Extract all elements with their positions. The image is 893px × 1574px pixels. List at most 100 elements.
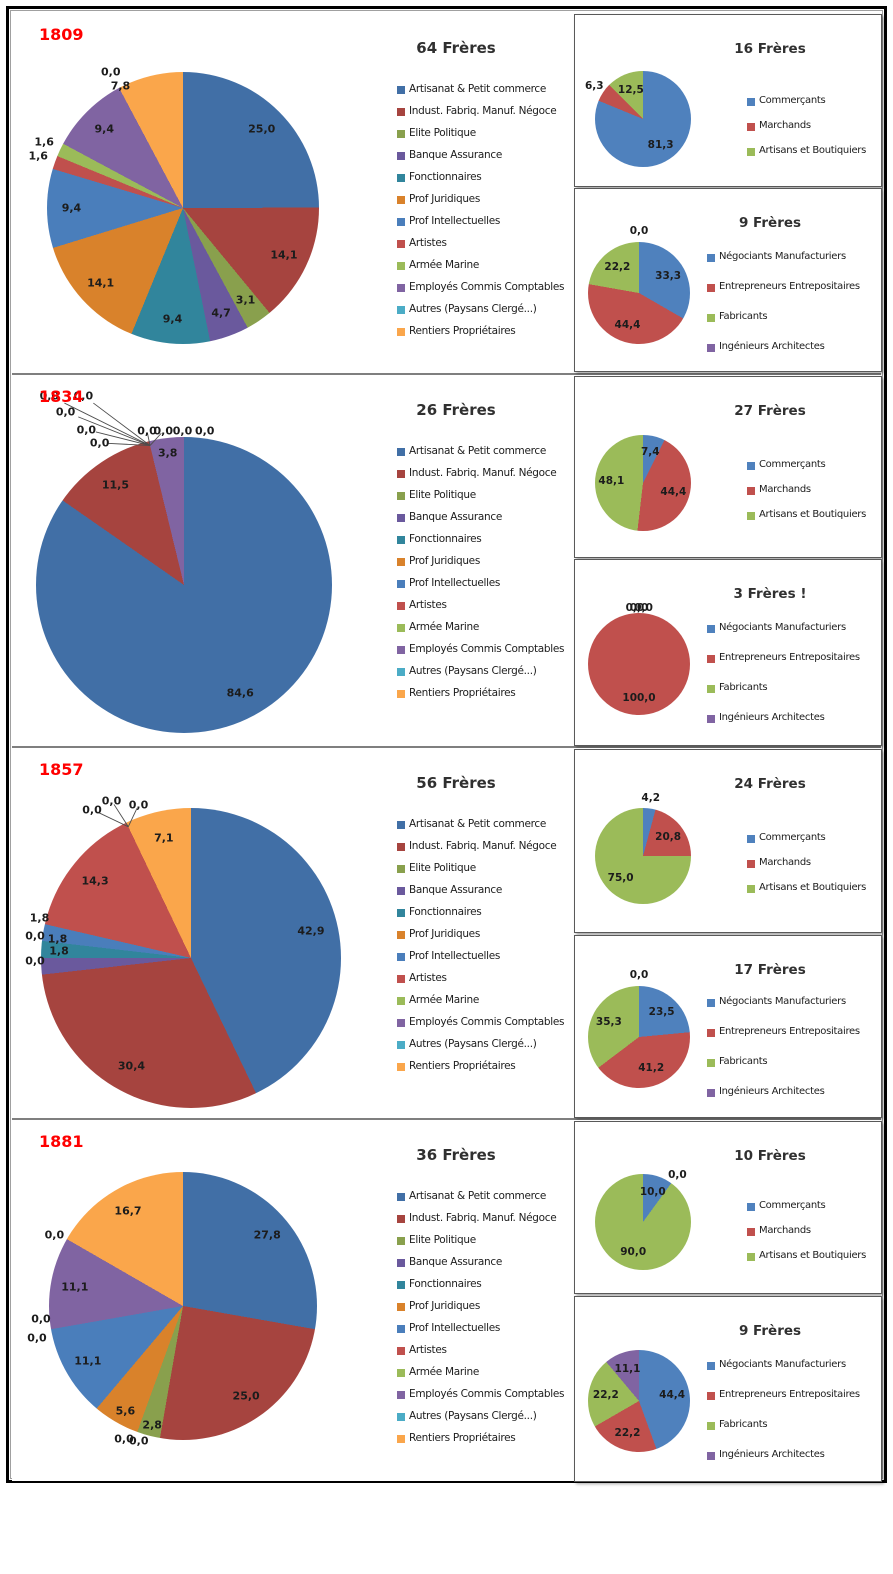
pie-data-label: 25,0 <box>232 1389 260 1403</box>
legend-swatch <box>707 625 715 633</box>
legend-swatch <box>397 328 405 336</box>
legend-swatch <box>397 1063 405 1071</box>
legend-swatch <box>707 314 715 322</box>
pie-chart-1809-professions: 25,0 14,1 3,1 4,7 9,4 14,1 9,4 1,6 1,6 9,4 0,0 7,8 <box>28 66 319 344</box>
legend-label: Artisanat & Petit commerce <box>409 818 547 830</box>
legend-label: Fabricants <box>719 1419 768 1430</box>
legend-swatch <box>397 1193 405 1201</box>
sub-chart-title-1834-industrie: 3 Frères ! <box>733 586 807 602</box>
subchart-box-1809-commerce: 16 Frères 81,3 6,3 12,5 Commerçants Marchan… <box>574 14 882 187</box>
legend-label: Indust. Fabriq. Manuf. Négoce <box>409 840 557 852</box>
legend-swatch <box>397 174 405 182</box>
legend-label: Commerçants <box>759 1200 826 1211</box>
legend-label: Banque Assurance <box>409 511 503 523</box>
legend-label: Prof Intellectuelles <box>409 950 501 962</box>
pie-data-label: 23,5 <box>648 1006 675 1019</box>
sub-chart-title-1857-industrie: 17 Frères <box>734 962 806 978</box>
legend-label: Prof Juridiques <box>409 193 481 205</box>
pie-chart-1834-commerce: 7,4 44,4 48,1 <box>595 435 691 531</box>
pie-data-label: 3,1 <box>235 293 256 307</box>
legend-label: Marchands <box>759 857 811 868</box>
legend-label: Rentiers Propriétaires <box>409 1432 516 1444</box>
pie-data-label: 0,0 <box>114 1432 134 1446</box>
legend-label: Indust. Fabriq. Manuf. Négoce <box>409 105 557 117</box>
year-label-1857: 1857 <box>39 760 84 779</box>
pie-data-label: 22,2 <box>604 261 631 274</box>
legend-label: Fonctionnaires <box>409 1278 482 1290</box>
legend-label: Commerçants <box>759 459 826 470</box>
pie-data-label: 0,0 <box>629 601 649 614</box>
pie-data-label: 0,0 <box>27 1331 47 1345</box>
legend-swatch <box>397 843 405 851</box>
pie-data-label: 0,0 <box>101 65 121 79</box>
legend-swatch <box>397 218 405 226</box>
legend-label: Indust. Fabriq. Manuf. Négoce <box>409 1212 557 1224</box>
legend-label: Autres (Paysans Clergé...) <box>409 665 537 677</box>
legend-swatch <box>747 1253 755 1261</box>
legend-label: Autres (Paysans Clergé...) <box>409 1038 537 1050</box>
legend-label: Employés Commis Comptables <box>409 281 565 293</box>
pie-data-label: 41,2 <box>638 1062 665 1075</box>
subchart-box-1809-industrie: 9 Frères 33,3 44,4 22,2 0,0 Négociants Manu… <box>574 188 882 372</box>
legend-swatch <box>397 448 405 456</box>
legend-label: Artistes <box>409 972 447 984</box>
pie-chart-1857-commerce: 4,2 20,8 75,0 <box>595 792 691 904</box>
legend-label: Rentiers Propriétaires <box>409 325 516 337</box>
main-chart-title-1857: 56 Frères <box>416 774 496 792</box>
pie-data-label: 9,4 <box>61 201 82 215</box>
legend-swatch <box>747 885 755 893</box>
legend-label: Fabricants <box>719 311 768 322</box>
subchart-box-1834-industrie: 3 Frères ! 0,0 100,0 0,0 0,0 Négociants Man… <box>574 559 882 746</box>
pie-data-label: 11,5 <box>101 478 129 492</box>
legend-label: Marchands <box>759 484 811 495</box>
sub-chart-title-1809-industrie: 9 Frères <box>738 215 802 231</box>
legend-swatch <box>397 580 405 588</box>
pie-data-label: 1,6 <box>34 135 54 149</box>
pie-chart-1834-professions: 84,6 11,5 0,0 0,0 0,0 0,0 0,0 0,0 0,0 3,8 0,0 0,0 <box>36 389 332 733</box>
pie-chart-1881-professions: 27,8 25,0 2,8 0,0 0,0 5,6 11,1 0,0 0,0 11,1 0,0 16,… <box>27 1172 317 1448</box>
legend-label: Prof Juridiques <box>409 1300 481 1312</box>
main-chart-title-1881: 36 Frères <box>416 1146 496 1164</box>
pie-data-label: 6,3 <box>584 80 604 93</box>
legend-swatch <box>397 306 405 314</box>
pie-data-label: 90,0 <box>620 1246 647 1259</box>
pie-data-label: 0,0 <box>194 424 215 438</box>
pie-data-label: 0,0 <box>129 1434 149 1448</box>
pie-chart-1857-industrie: 23,5 41,2 35,3 0,0 <box>588 969 690 1088</box>
pie-data-label: 25,0 <box>248 122 276 136</box>
pie-data-label: 0,0 <box>44 1228 65 1242</box>
legend-swatch <box>397 1215 405 1223</box>
legend-label: Négociants Manufacturiers <box>719 1359 846 1370</box>
pie-chart-1809-commerce: 81,3 6,3 12,5 <box>585 71 691 167</box>
legend-label: Rentiers Propriétaires <box>409 1060 516 1072</box>
sub-chart-title-1881-commerce: 10 Frères <box>734 1148 806 1164</box>
legend-swatch <box>707 999 715 1007</box>
pie-data-label: 84,6 <box>226 686 254 700</box>
pie-data-label: 7,4 <box>640 446 660 459</box>
year-row-1881: 1881 36 Frères 27,8 25,0 2,8 0,0 0,0 5,6 11,1 0… <box>12 1120 882 1482</box>
legend-label: Autres (Paysans Clergé...) <box>409 303 537 315</box>
pie-data-label: 0,0 <box>25 954 45 968</box>
pie-chart-1834-industrie: 0,0 100,0 0,0 0,0 <box>588 602 690 715</box>
legend-swatch <box>397 1391 405 1399</box>
legend-label: Négociants Manufacturiers <box>719 622 846 633</box>
sub-chart-title-1834-commerce: 27 Frères <box>734 403 806 419</box>
legend-label: Armée Marine <box>409 621 480 633</box>
pie-data-label: 14,3 <box>81 874 109 888</box>
subchart-box-1834-commerce: 27 Frères 7,4 44,4 48,1 Commerçants Marchan… <box>574 376 882 558</box>
legend-label: Entrepreneurs Entrepositaires <box>719 1026 860 1037</box>
legend-label: Elite Politique <box>409 127 476 139</box>
year-label-1881: 1881 <box>39 1132 84 1151</box>
legend-swatch <box>397 284 405 292</box>
legend-label: Entrepreneurs Entrepositaires <box>719 1389 860 1400</box>
legend-swatch <box>397 262 405 270</box>
legend-swatch <box>397 196 405 204</box>
legend-label: Artisanat & Petit commerce <box>409 445 547 457</box>
legend-label: Artisans et Boutiquiers <box>759 145 867 156</box>
pie-data-label: 16,7 <box>114 1204 142 1218</box>
legend-label: Armée Marine <box>409 259 480 271</box>
subchart-box-1881-industrie: 9 Frères 44,4 22,2 22,2 11,1 Négociants Man… <box>574 1296 882 1482</box>
legend-swatch <box>747 835 755 843</box>
inner-frame: 1809 64 Frères 25,0 14,1 3,1 4,7 9,4 14,1 9,4 1… <box>10 10 883 1482</box>
pie-data-label: 0,0 <box>25 929 45 942</box>
